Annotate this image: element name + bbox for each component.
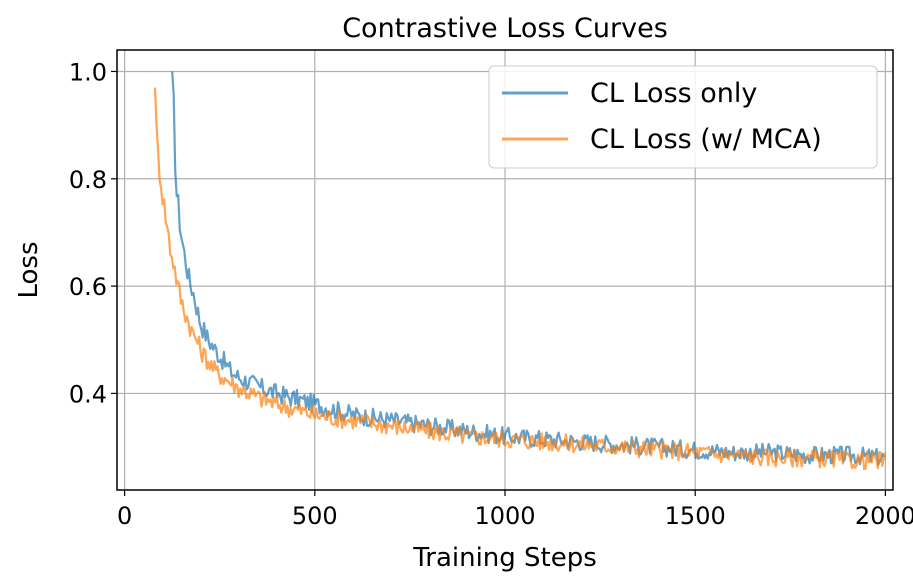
y-tick-label: 0.8 bbox=[69, 166, 107, 194]
x-tick-label: 2000 bbox=[855, 502, 913, 530]
y-tick-label: 0.4 bbox=[69, 380, 107, 408]
y-tick-label: 0.6 bbox=[69, 273, 107, 301]
series-group bbox=[153, 71, 887, 471]
x-tick-label: 1000 bbox=[474, 502, 535, 530]
x-ticks: 0 500 1000 1500 2000 bbox=[117, 490, 913, 530]
y-ticks: 0.4 0.6 0.8 1.0 bbox=[69, 58, 117, 408]
series-line-cl-loss-only bbox=[171, 71, 886, 466]
x-tick-label: 1500 bbox=[665, 502, 726, 530]
x-axis-label: Training Steps bbox=[412, 543, 597, 573]
x-tick-label: 500 bbox=[292, 502, 338, 530]
y-tick-label: 1.0 bbox=[69, 58, 107, 86]
chart-title: Contrastive Loss Curves bbox=[342, 13, 668, 44]
legend: CL Loss only CL Loss (w/ MCA) bbox=[488, 65, 878, 169]
legend-box bbox=[488, 65, 878, 169]
series-line-cl-loss-mca bbox=[153, 87, 887, 471]
legend-label-cl-loss-mca: CL Loss (w/ MCA) bbox=[590, 124, 822, 155]
x-tick-label: 0 bbox=[117, 502, 132, 530]
y-axis-label: Loss bbox=[14, 241, 44, 298]
legend-label-cl-loss-only: CL Loss only bbox=[590, 78, 757, 109]
